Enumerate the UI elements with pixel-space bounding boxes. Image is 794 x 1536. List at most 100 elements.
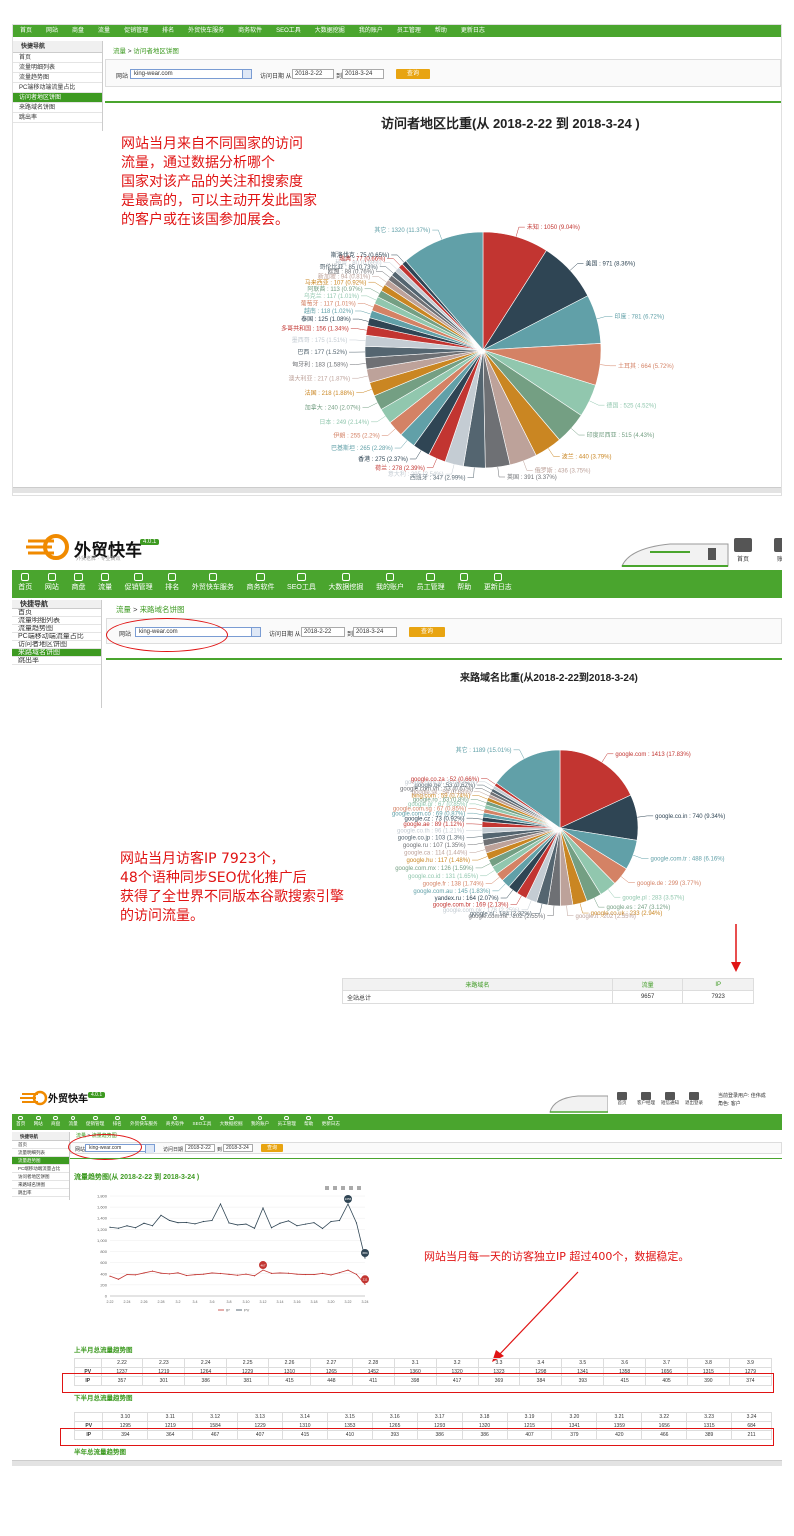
sidebar-item[interactable]: 来路域名饼图 [12,1181,69,1189]
data-point[interactable] [134,1227,137,1229]
data-point[interactable] [313,1273,315,1276]
data-point[interactable] [143,1222,145,1224]
data-point[interactable] [219,1203,222,1205]
data-point[interactable] [143,1272,145,1274]
nav-item[interactable]: 商务软件 [162,1114,189,1130]
data-point[interactable] [236,1274,239,1276]
data-point[interactable] [279,1272,281,1274]
data-point[interactable] [304,1273,307,1276]
nav-item[interactable]: 商务软件 [238,28,263,34]
data-point[interactable] [347,1203,349,1205]
series-line-IP[interactable] [109,1269,366,1285]
query-button[interactable]: 查询 [396,69,430,79]
nav-item[interactable]: 我的账户 [370,570,411,598]
data-point[interactable] [355,1273,358,1275]
data-point[interactable] [321,1227,324,1230]
data-point[interactable] [338,1219,341,1222]
nav-item[interactable]: 更新日志 [317,1114,344,1130]
sidebar-item[interactable]: 流量趋势图 [13,73,102,83]
sidebar-item[interactable]: 流量明细列表 [12,617,101,625]
sidebar-item[interactable]: PC端移动端流量占比 [12,633,101,641]
nav-item[interactable]: 首页 [12,1114,29,1130]
data-point[interactable] [296,1273,298,1275]
data-point[interactable] [202,1220,205,1223]
date-to-input[interactable]: 2018-3-24 [342,69,384,79]
pie-slice[interactable] [559,749,632,829]
data-point[interactable] [160,1272,162,1274]
nav-item[interactable]: 首页 [20,28,33,34]
data-point[interactable] [364,1257,366,1259]
data-point[interactable] [330,1274,332,1276]
extreme-marker[interactable] [361,1275,369,1284]
nav-item[interactable]: 员工管理 [410,570,451,598]
query-button[interactable]: 查询 [261,1144,283,1152]
legend-label[interactable]: PV [244,1308,250,1313]
sidebar-item[interactable]: 首页 [12,609,101,617]
nav-item[interactable]: 流量 [64,1114,81,1130]
sidebar-item[interactable]: 流量趋势图 [12,625,101,633]
data-point[interactable] [338,1272,341,1274]
nav-item[interactable]: 大数据挖掘 [216,1114,247,1130]
nav-item[interactable]: 我的账户 [358,28,383,34]
toolbar-shortcut[interactable]: 客户经理 [634,1092,658,1106]
data-point[interactable] [304,1223,307,1225]
horizontal-scrollbar[interactable] [12,1460,782,1466]
data-point[interactable] [364,1283,366,1285]
data-point[interactable] [262,1269,264,1271]
sidebar-item[interactable]: 流量趋势图 [12,1157,69,1165]
series-line-PV[interactable] [109,1203,366,1259]
sidebar-item[interactable]: 访问者地区饼图 [12,1173,69,1181]
date-to-input[interactable]: 2018-3-24 [353,627,397,637]
nav-item[interactable]: 流量 [92,570,119,598]
data-point[interactable] [185,1274,188,1277]
sidebar-item[interactable]: PC端移动端流量占比 [12,1165,69,1173]
toolbar-shortcut[interactable]: 退出登录 [682,1092,706,1106]
data-point[interactable] [185,1221,188,1224]
nav-item[interactable]: SEO工具 [188,1114,215,1130]
chart-toolbox-icon[interactable] [333,1186,337,1190]
data-point[interactable] [287,1272,290,1274]
nav-item[interactable]: 大数据挖掘 [322,570,370,598]
data-point[interactable] [211,1219,213,1222]
legend-label[interactable]: IP [226,1308,230,1313]
nav-item[interactable]: 外贸快车服务 [188,28,225,34]
pie-slice[interactable] [405,231,484,351]
nav-item[interactable]: 促销管理 [124,28,149,34]
nav-item[interactable]: SEO工具 [281,570,322,598]
query-button[interactable]: 查询 [409,627,445,637]
data-point[interactable] [177,1272,179,1274]
sidebar-item[interactable]: 流量明细列表 [12,1149,69,1157]
data-point[interactable] [168,1273,171,1275]
pie-slice[interactable] [495,749,561,829]
sidebar-item[interactable]: 跳出率 [12,1189,69,1197]
nav-item[interactable]: 商盘 [72,28,85,34]
nav-item[interactable]: 帮助 [300,1114,317,1130]
data-point[interactable] [177,1222,179,1224]
nav-item[interactable]: SEO工具 [276,28,301,34]
nav-item[interactable]: 帮助 [451,570,478,598]
nav-item[interactable]: 排名 [159,570,186,598]
nav-item[interactable]: 首页 [12,570,39,598]
sidebar-item[interactable]: 首页 [12,1141,69,1149]
data-point[interactable] [160,1214,162,1216]
date-from-input[interactable]: 2018-2-22 [292,69,334,79]
data-point[interactable] [253,1275,256,1277]
data-point[interactable] [330,1220,332,1223]
data-point[interactable] [134,1274,137,1276]
sidebar-item[interactable]: 跳出率 [13,113,102,123]
toolbar-shortcut[interactable]: 首页 [610,1092,634,1106]
chart-toolbox-icon[interactable] [325,1186,329,1190]
toolbar-shortcut[interactable]: 短信通知 [658,1092,682,1106]
sidebar-item[interactable]: 来路域名饼图 [13,103,102,113]
data-point[interactable] [194,1274,196,1276]
data-point[interactable] [109,1275,111,1277]
data-point[interactable] [117,1278,120,1280]
nav-item[interactable]: 网站 [29,1114,46,1130]
extreme-marker[interactable] [259,1261,267,1270]
nav-item[interactable]: 促销管理 [82,1114,109,1130]
sidebar-item[interactable]: 访问者地区饼图 [13,93,102,103]
nav-item[interactable]: 排名 [108,1114,125,1130]
date-from-input[interactable]: 2018-2-22 [301,627,345,637]
data-point[interactable] [151,1270,154,1272]
data-point[interactable] [347,1269,349,1271]
